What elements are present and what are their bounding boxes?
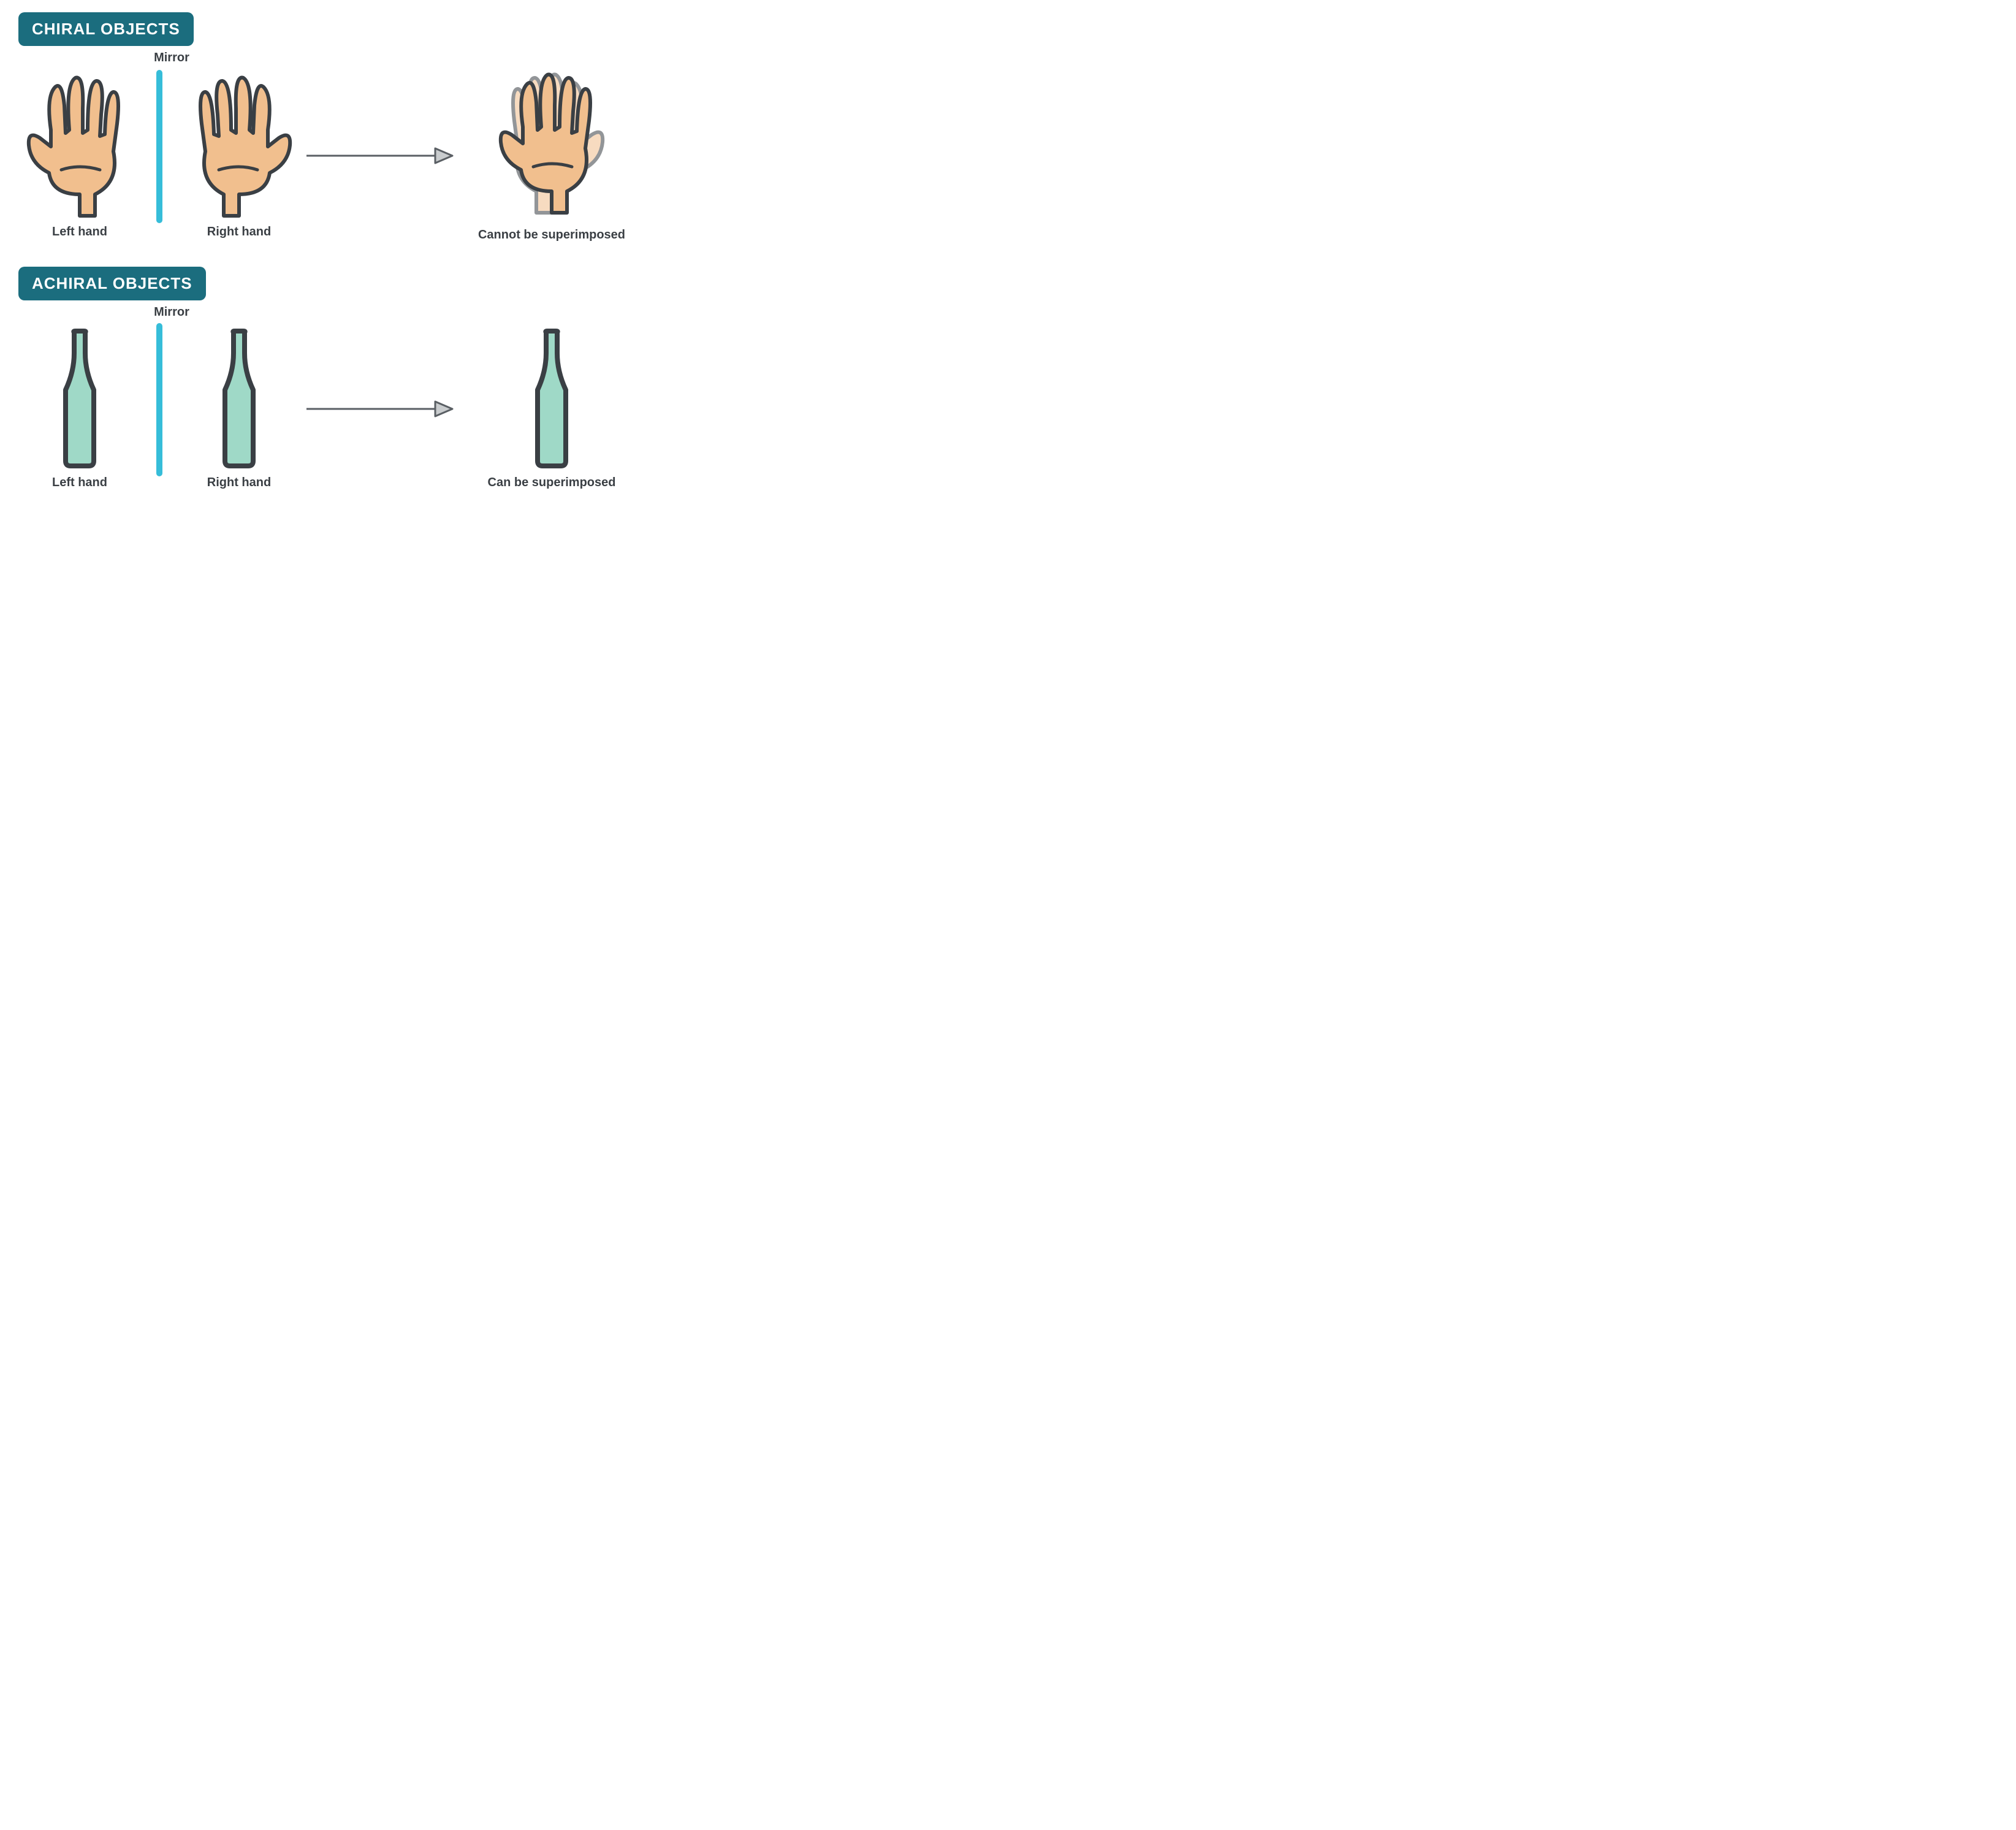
overlaid-hands-icon: [478, 69, 625, 222]
chiral-left-caption: Left hand: [52, 225, 107, 239]
chiral-row: Left hand Right hand: [18, 69, 729, 242]
mirror-bar-icon: [156, 70, 162, 223]
achiral-left-cell: Left hand: [18, 329, 141, 490]
chiral-arrow: [300, 137, 460, 174]
chiral-left-cell: Left hand: [18, 72, 141, 239]
chiral-mirror-label: Mirror: [147, 51, 196, 65]
bottle-left-icon: [58, 329, 101, 470]
chiral-result-cell: Cannot be superimposed: [460, 69, 644, 242]
arrow-icon: [300, 391, 460, 427]
mirror-bar-icon: [156, 323, 162, 476]
achiral-arrow: [300, 391, 460, 427]
chiral-heading-pill: CHIRAL OBJECTS: [18, 12, 194, 46]
bottle-right-icon: [218, 329, 261, 470]
achiral-mirror-cell: [141, 323, 178, 495]
chiral-section: CHIRAL OBJECTS Mirror Left hand: [18, 12, 729, 242]
achiral-result-caption: Can be superimposed: [488, 476, 616, 490]
chiral-right-cell: Right hand: [178, 72, 300, 239]
achiral-row: Left hand Right hand: [18, 323, 729, 495]
achiral-heading-pill: ACHIRAL OBJECTS: [18, 267, 206, 300]
chiral-mirror-cell: [141, 70, 178, 242]
achiral-right-cell: Right hand: [178, 329, 300, 490]
chiral-right-caption: Right hand: [207, 225, 271, 239]
arrow-icon: [300, 137, 460, 174]
chiral-result-caption: Cannot be superimposed: [478, 228, 625, 242]
right-hand-icon: [181, 72, 297, 219]
achiral-result-cell: Can be superimposed: [460, 329, 644, 490]
achiral-right-caption: Right hand: [207, 476, 271, 490]
bottle-result-icon: [530, 329, 573, 470]
achiral-left-caption: Left hand: [52, 476, 107, 490]
achiral-mirror-label: Mirror: [147, 305, 196, 319]
achiral-section: ACHIRAL OBJECTS Mirror Left hand: [18, 267, 729, 495]
left-hand-icon: [21, 72, 138, 219]
